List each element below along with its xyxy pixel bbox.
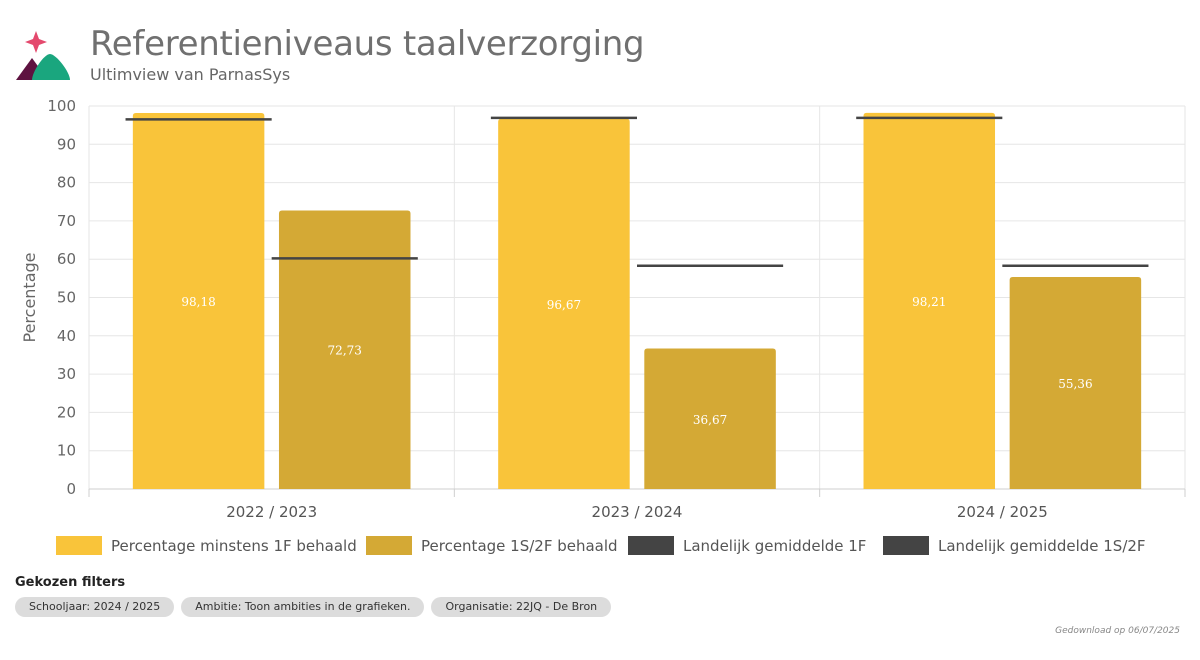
bar-data-label: 72,73 [328, 344, 362, 358]
y-tick-label: 20 [57, 403, 76, 421]
y-tick-label: 10 [57, 442, 76, 460]
legend-label: Percentage 1S/2F behaald [421, 537, 618, 555]
bar [498, 118, 630, 489]
legend-label: Landelijk gemiddelde 1S/2F [938, 537, 1146, 555]
filter-chip-ambitie[interactable]: Ambitie: Toon ambities in de grafieken. [181, 597, 425, 617]
download-date: Gedownload op 06/07/2025 [1055, 626, 1180, 636]
bar [644, 348, 776, 489]
y-tick-label: 30 [57, 365, 76, 383]
y-tick-label: 0 [66, 480, 76, 498]
x-tick-label: 2024 / 2025 [957, 503, 1048, 521]
filter-chip-schooljaar[interactable]: Schooljaar: 2024 / 2025 [15, 597, 175, 617]
bar [132, 112, 265, 490]
y-tick-label: 40 [57, 327, 76, 345]
legend-swatch [56, 536, 102, 555]
y-tick-label: 70 [57, 212, 76, 230]
y-axis-label: Percentage [20, 252, 39, 342]
y-tick-label: 50 [57, 289, 76, 307]
parnassys-logo-icon [16, 31, 70, 80]
x-tick-label: 2023 / 2024 [592, 503, 683, 521]
y-tick-label: 60 [57, 250, 76, 268]
legend-label: Landelijk gemiddelde 1F [683, 537, 866, 555]
x-tick-label: 2022 / 2023 [226, 503, 317, 521]
bar-data-label: 55,36 [1058, 377, 1092, 391]
filter-chip-organisatie[interactable]: Organisatie: 22JQ - De Bron [431, 597, 612, 617]
bar-data-label: 98,21 [912, 295, 946, 309]
legend-swatch [883, 536, 929, 555]
y-tick-label: 80 [57, 174, 76, 192]
bar [278, 210, 411, 490]
legend-label: Percentage minstens 1F behaald [111, 537, 357, 555]
y-tick-label: 100 [47, 97, 76, 115]
page-subtitle: Ultimview van ParnasSys [90, 65, 291, 84]
filter-chips: Schooljaar: 2024 / 2025 Ambitie: Toon am… [15, 597, 612, 617]
bar-data-label: 96,67 [547, 298, 581, 312]
bar-chart: 0 10 20 30 40 50 60 70 80 90 100 Percentage 98,18 72,… [20, 97, 1186, 555]
bar [863, 112, 996, 489]
page-title: Referentieniveaus taalverzorging [90, 24, 645, 64]
legend-swatch [366, 536, 412, 555]
legend-swatch [628, 536, 674, 555]
bar-data-label: 98,18 [181, 295, 215, 309]
bar [1009, 276, 1142, 489]
filters-title: Gekozen filters [15, 575, 126, 590]
y-tick-label: 90 [57, 135, 76, 153]
bar-data-label: 36,67 [693, 413, 727, 427]
